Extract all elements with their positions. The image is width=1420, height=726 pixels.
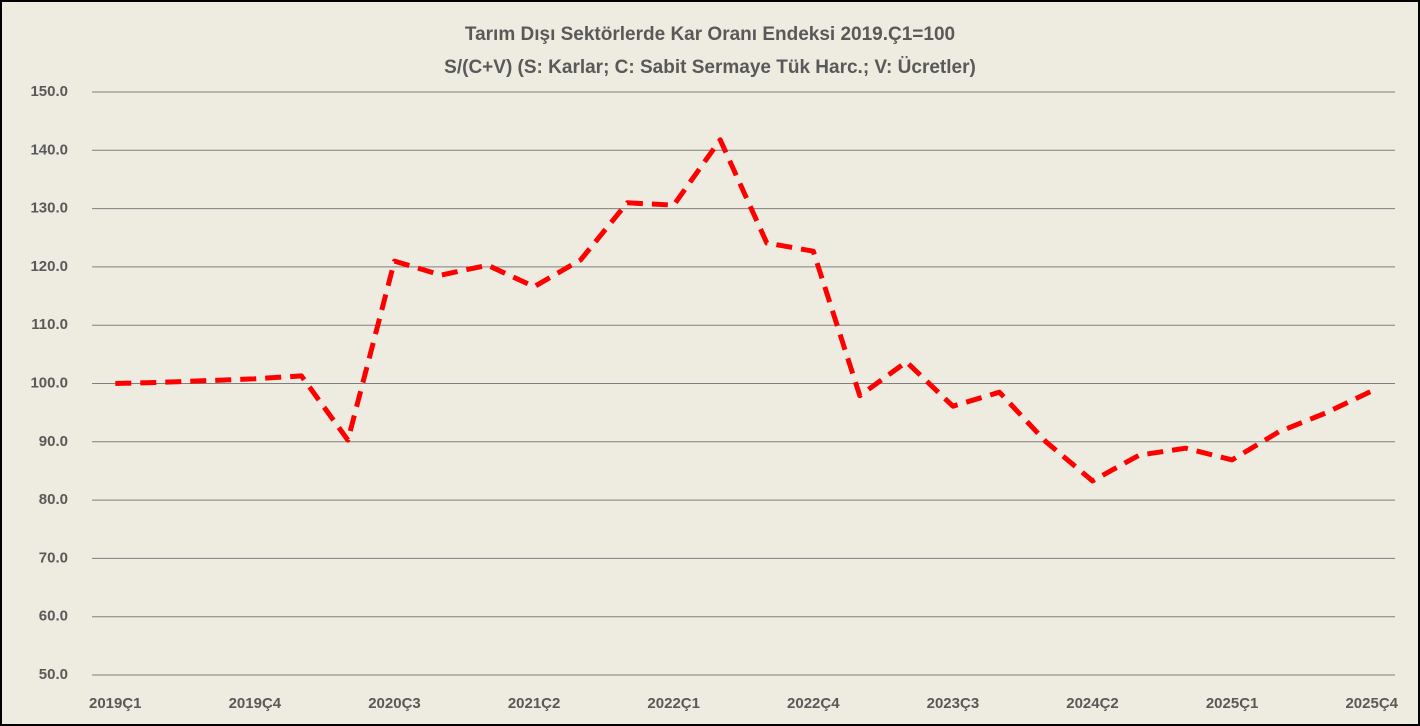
data-line bbox=[115, 137, 1373, 484]
y-tick-label: 100.0 bbox=[30, 374, 68, 391]
x-tick-label: 2024Ç2 bbox=[1066, 695, 1119, 712]
x-tick-label: 2021Ç2 bbox=[508, 695, 561, 712]
y-tick-label: 120.0 bbox=[30, 258, 68, 275]
y-tick-label: 150.0 bbox=[30, 83, 68, 100]
x-tick-label: 2022Ç4 bbox=[787, 695, 840, 712]
y-tick-label: 90.0 bbox=[39, 433, 68, 450]
y-tick-label: 60.0 bbox=[39, 608, 68, 625]
x-tick-label: 2020Ç3 bbox=[368, 695, 421, 712]
y-tick-label: 50.0 bbox=[39, 666, 68, 683]
y-tick-label: 70.0 bbox=[39, 549, 68, 566]
x-tick-label: 2025Ç1 bbox=[1206, 695, 1259, 712]
y-tick-label: 130.0 bbox=[30, 200, 68, 217]
y-tick-label: 110.0 bbox=[31, 316, 68, 333]
chart-subtitle: S/(C+V) (S: Karlar; C: Sabit Sermaye Tük… bbox=[444, 57, 976, 78]
x-tick-label: 2022Ç1 bbox=[647, 695, 700, 712]
x-tick-label: 2023Ç3 bbox=[927, 695, 980, 712]
x-tick-label: 2019Ç1 bbox=[89, 695, 142, 712]
chart-title: Tarım Dışı Sektörlerde Kar Oranı Endeksi… bbox=[465, 24, 955, 45]
x-tick-label: 2019Ç4 bbox=[229, 695, 282, 712]
y-tick-label: 140.0 bbox=[30, 141, 68, 158]
x-tick-label: 2025Ç4 bbox=[1345, 695, 1398, 712]
y-tick-label: 80.0 bbox=[39, 491, 68, 508]
